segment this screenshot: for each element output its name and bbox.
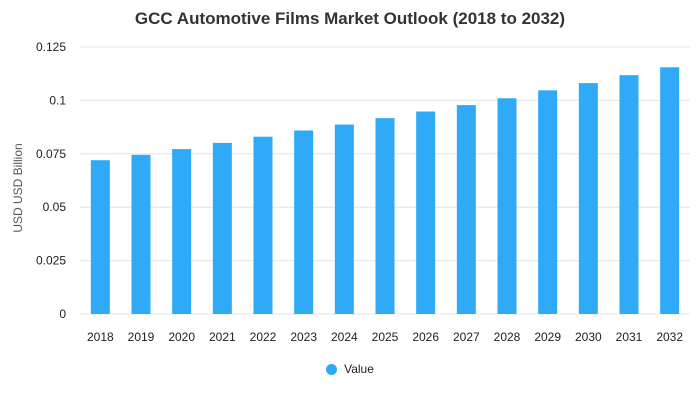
bar-2019[interactable] [131,154,151,314]
bar-2025[interactable] [375,118,395,314]
bar-2022[interactable] [253,136,273,314]
bar-2023[interactable] [294,130,314,314]
bar-2018[interactable] [90,160,110,314]
legend: Value [0,362,700,378]
y-tick-label: 0.05 [43,200,67,214]
y-tick-label: 0.125 [36,40,66,54]
bar-2029[interactable] [538,90,558,314]
bar-2031[interactable] [619,75,639,315]
bar-2028[interactable] [497,98,517,314]
x-tick-label: 2027 [453,330,480,344]
x-tick-label: 2022 [250,330,277,344]
x-tick-label: 2025 [372,330,399,344]
bar-2020[interactable] [172,149,192,314]
x-tick-label: 2021 [209,330,236,344]
bar-2026[interactable] [416,111,436,314]
y-tick-label: 0 [59,307,66,321]
x-tick-label: 2032 [656,330,683,344]
x-tick-label: 2031 [616,330,643,344]
bar-2027[interactable] [456,105,476,314]
x-tick-label: 2023 [290,330,317,344]
legend-item-value[interactable]: Value [326,362,374,376]
x-tick-label: 2029 [534,330,561,344]
y-tick-label: 0.075 [36,147,66,161]
y-tick-label: 0.025 [36,254,66,268]
x-tick-label: 2030 [575,330,602,344]
x-tick-label: 2024 [331,330,358,344]
x-tick-label: 2026 [412,330,439,344]
x-tick-label: 2019 [128,330,155,344]
legend-swatch [326,363,338,375]
bar-2030[interactable] [578,83,598,315]
x-tick-label: 2020 [168,330,195,344]
chart-title: GCC Automotive Films Market Outlook (201… [134,9,566,28]
y-axis-ticks: 0 0.025 0.05 0.075 0.1 0.125 [36,40,66,321]
x-tick-label: 2028 [494,330,521,344]
bar-2021[interactable] [212,142,232,314]
x-axis-ticks: 2018 2019 2020 2021 2022 2023 2024 2025 2026 2027… [87,330,683,344]
legend-label: Value [344,362,374,376]
y-axis-title: USD USD Billion [11,143,25,232]
bars [90,67,680,315]
bar-2032[interactable] [660,67,680,315]
x-tick-label: 2018 [87,330,114,344]
y-tick-label: 0.1 [49,93,66,107]
bar-2024[interactable] [334,124,354,314]
